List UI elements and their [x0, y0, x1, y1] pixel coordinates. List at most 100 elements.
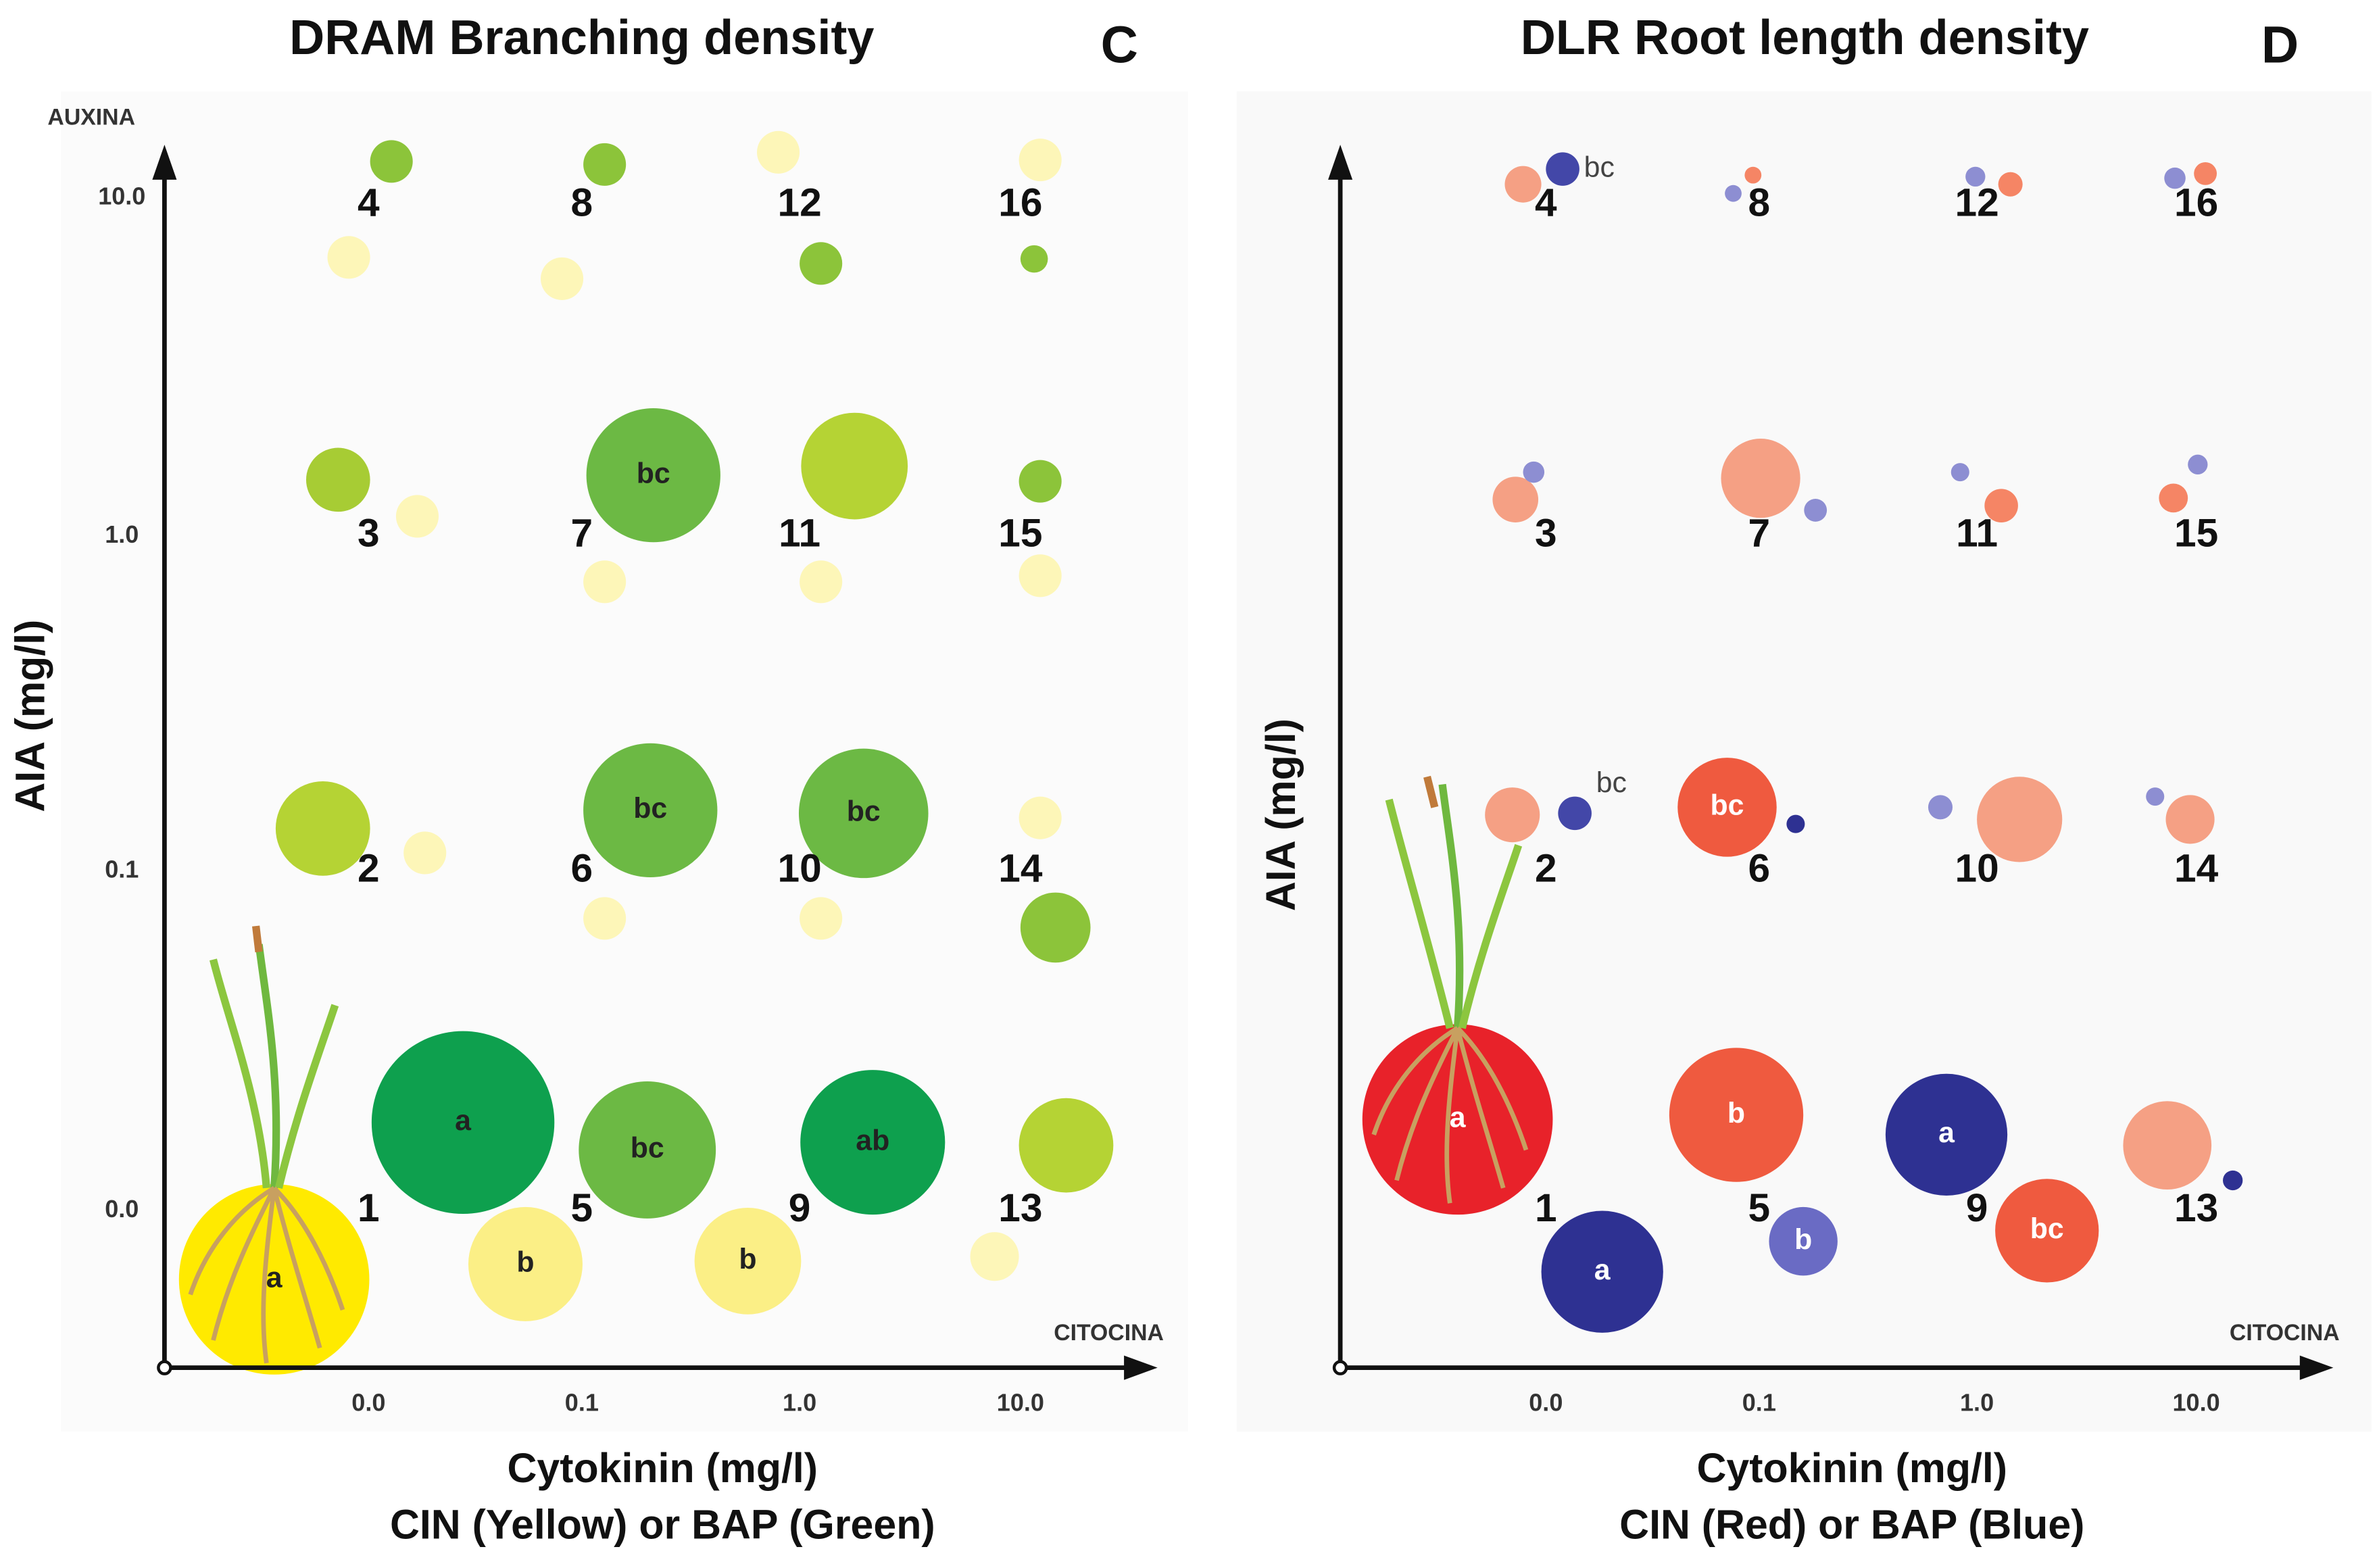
bubble: [1546, 152, 1579, 186]
treatment-number: 10: [1955, 846, 1998, 890]
bubble: [395, 495, 439, 538]
x-axis-label: CIN (Red) or BAP (Blue): [1619, 1501, 2084, 1547]
y-arrow: [152, 145, 177, 180]
significance-letter: bc: [1596, 766, 1627, 799]
bubble: [583, 743, 718, 878]
y-tick-label: 1.0: [105, 520, 139, 548]
significance-letter: b: [1794, 1223, 1812, 1256]
bubble: [1951, 463, 1969, 482]
treatment-number: 15: [998, 512, 1042, 556]
treatment-number: 4: [1535, 181, 1557, 225]
treatment-number: 13: [2174, 1186, 2218, 1230]
bubble: [1019, 1098, 1114, 1193]
bubble: [757, 130, 800, 174]
y-arrow: [1328, 145, 1353, 180]
bubble: [1485, 787, 1540, 843]
treatment-number: 16: [2174, 181, 2218, 225]
treatment-number: 13: [998, 1186, 1042, 1230]
chart-title: DLR Root length density: [1521, 11, 2089, 65]
x-tick-label: 0.0: [1529, 1388, 1563, 1416]
bubble: [800, 560, 843, 604]
significance-letter: b: [739, 1243, 756, 1275]
treatment-number: 5: [1748, 1186, 1771, 1230]
x-tick-label: 10.0: [997, 1388, 1044, 1416]
treatment-number: 1: [1535, 1186, 1557, 1230]
treatment-number: 2: [358, 846, 380, 890]
y-tick-label: 0.1: [105, 856, 139, 883]
bubble: [694, 1208, 802, 1315]
x-axis-tag: CITOCINA: [1054, 1320, 1164, 1346]
bubble: [579, 1081, 716, 1219]
treatment-number: 4: [358, 181, 380, 225]
plant-illustration: [188, 925, 345, 1364]
bubble: [1019, 796, 1062, 839]
bubble: [2223, 1170, 2243, 1191]
bubble: [403, 831, 447, 875]
x-arrow: [1124, 1355, 1158, 1380]
bubble: [2159, 483, 2188, 513]
x-tick-label: 10.0: [2172, 1388, 2219, 1416]
treatment-number: 2: [1535, 846, 1557, 890]
bubble: [2165, 795, 2215, 844]
treatment-number: 11: [779, 512, 820, 556]
bubble: [2188, 454, 2208, 474]
significance-letter: bc: [1711, 789, 1744, 822]
y-axis-label: AIA (mg/l): [7, 620, 53, 812]
treatment-number: 8: [1748, 181, 1771, 225]
x-axis-label: Cytokinin (mg/l): [1696, 1445, 2007, 1491]
bubble: [1669, 1048, 1804, 1182]
significance-letter: bc: [1584, 151, 1615, 183]
x-axis-label: Cytokinin (mg/l): [507, 1445, 818, 1491]
bubble: [1019, 554, 1062, 597]
y-axis-label: AIA (mg/l): [1258, 718, 1304, 911]
bubble: [305, 447, 370, 512]
x-axis-tag: CITOCINA: [2230, 1320, 2340, 1346]
bubble: [1965, 166, 1986, 187]
origin: [1332, 1360, 1348, 1375]
bubble: [1885, 1073, 2008, 1196]
bubble: [2146, 787, 2165, 806]
treatment-number: 14: [2174, 846, 2219, 890]
panel-bubbles: [178, 130, 1114, 1375]
labels: DRAM Branching density C AUXINA CITOCINA AIA…: [7, 11, 2340, 1547]
significance-letter: a: [455, 1104, 472, 1137]
significance-letter: bc: [847, 795, 881, 828]
treatment-number: 14: [998, 846, 1043, 890]
treatment-number: 3: [358, 512, 380, 556]
bubble: [1677, 758, 1777, 857]
bubble: [970, 1232, 1019, 1281]
treatment-number: 6: [1748, 846, 1771, 890]
bubble: [1523, 461, 1545, 483]
x-tick-label: 1.0: [1960, 1388, 1994, 1416]
bubble: [1492, 476, 1539, 522]
panel-bubbles: [1362, 152, 2243, 1333]
y-axis-tag: AUXINA: [47, 105, 135, 130]
bubble: [1744, 166, 1762, 184]
bubble: [275, 781, 370, 876]
significance-letter: bc: [2030, 1212, 2064, 1245]
treatment-number: 9: [789, 1186, 811, 1230]
significance-letter: bc: [631, 1132, 664, 1165]
significance-letter: a: [1594, 1254, 1611, 1286]
significance-letter: bc: [633, 792, 667, 825]
treatment-number: 3: [1535, 512, 1557, 556]
x-tick-label: 1.0: [783, 1388, 816, 1416]
bubble: [583, 897, 627, 940]
treatment-number: 16: [998, 181, 1042, 225]
significance-letter: b: [516, 1246, 534, 1279]
plants: [188, 775, 1529, 1364]
bubble: [2164, 167, 2186, 189]
bubble: [1804, 499, 1828, 522]
bubble: [2194, 162, 2217, 185]
panel: DLR Root length density D CITOCINA AIA (mg/…: [1258, 11, 2340, 1547]
bubble: [1020, 892, 1091, 963]
treatment-number: 8: [571, 181, 593, 225]
bubble: [468, 1206, 583, 1321]
y-tick-label: 0.0: [105, 1195, 139, 1223]
bubble: [1786, 814, 1805, 833]
bubble: [1541, 1210, 1663, 1333]
x-tick-label: 0.0: [351, 1388, 385, 1416]
bubble: [583, 560, 627, 604]
bubble: [800, 897, 843, 940]
